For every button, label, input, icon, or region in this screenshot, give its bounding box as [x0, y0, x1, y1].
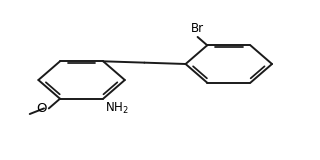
Text: NH$_2$: NH$_2$	[105, 101, 129, 116]
Text: O: O	[37, 102, 47, 115]
Text: Br: Br	[191, 22, 204, 35]
